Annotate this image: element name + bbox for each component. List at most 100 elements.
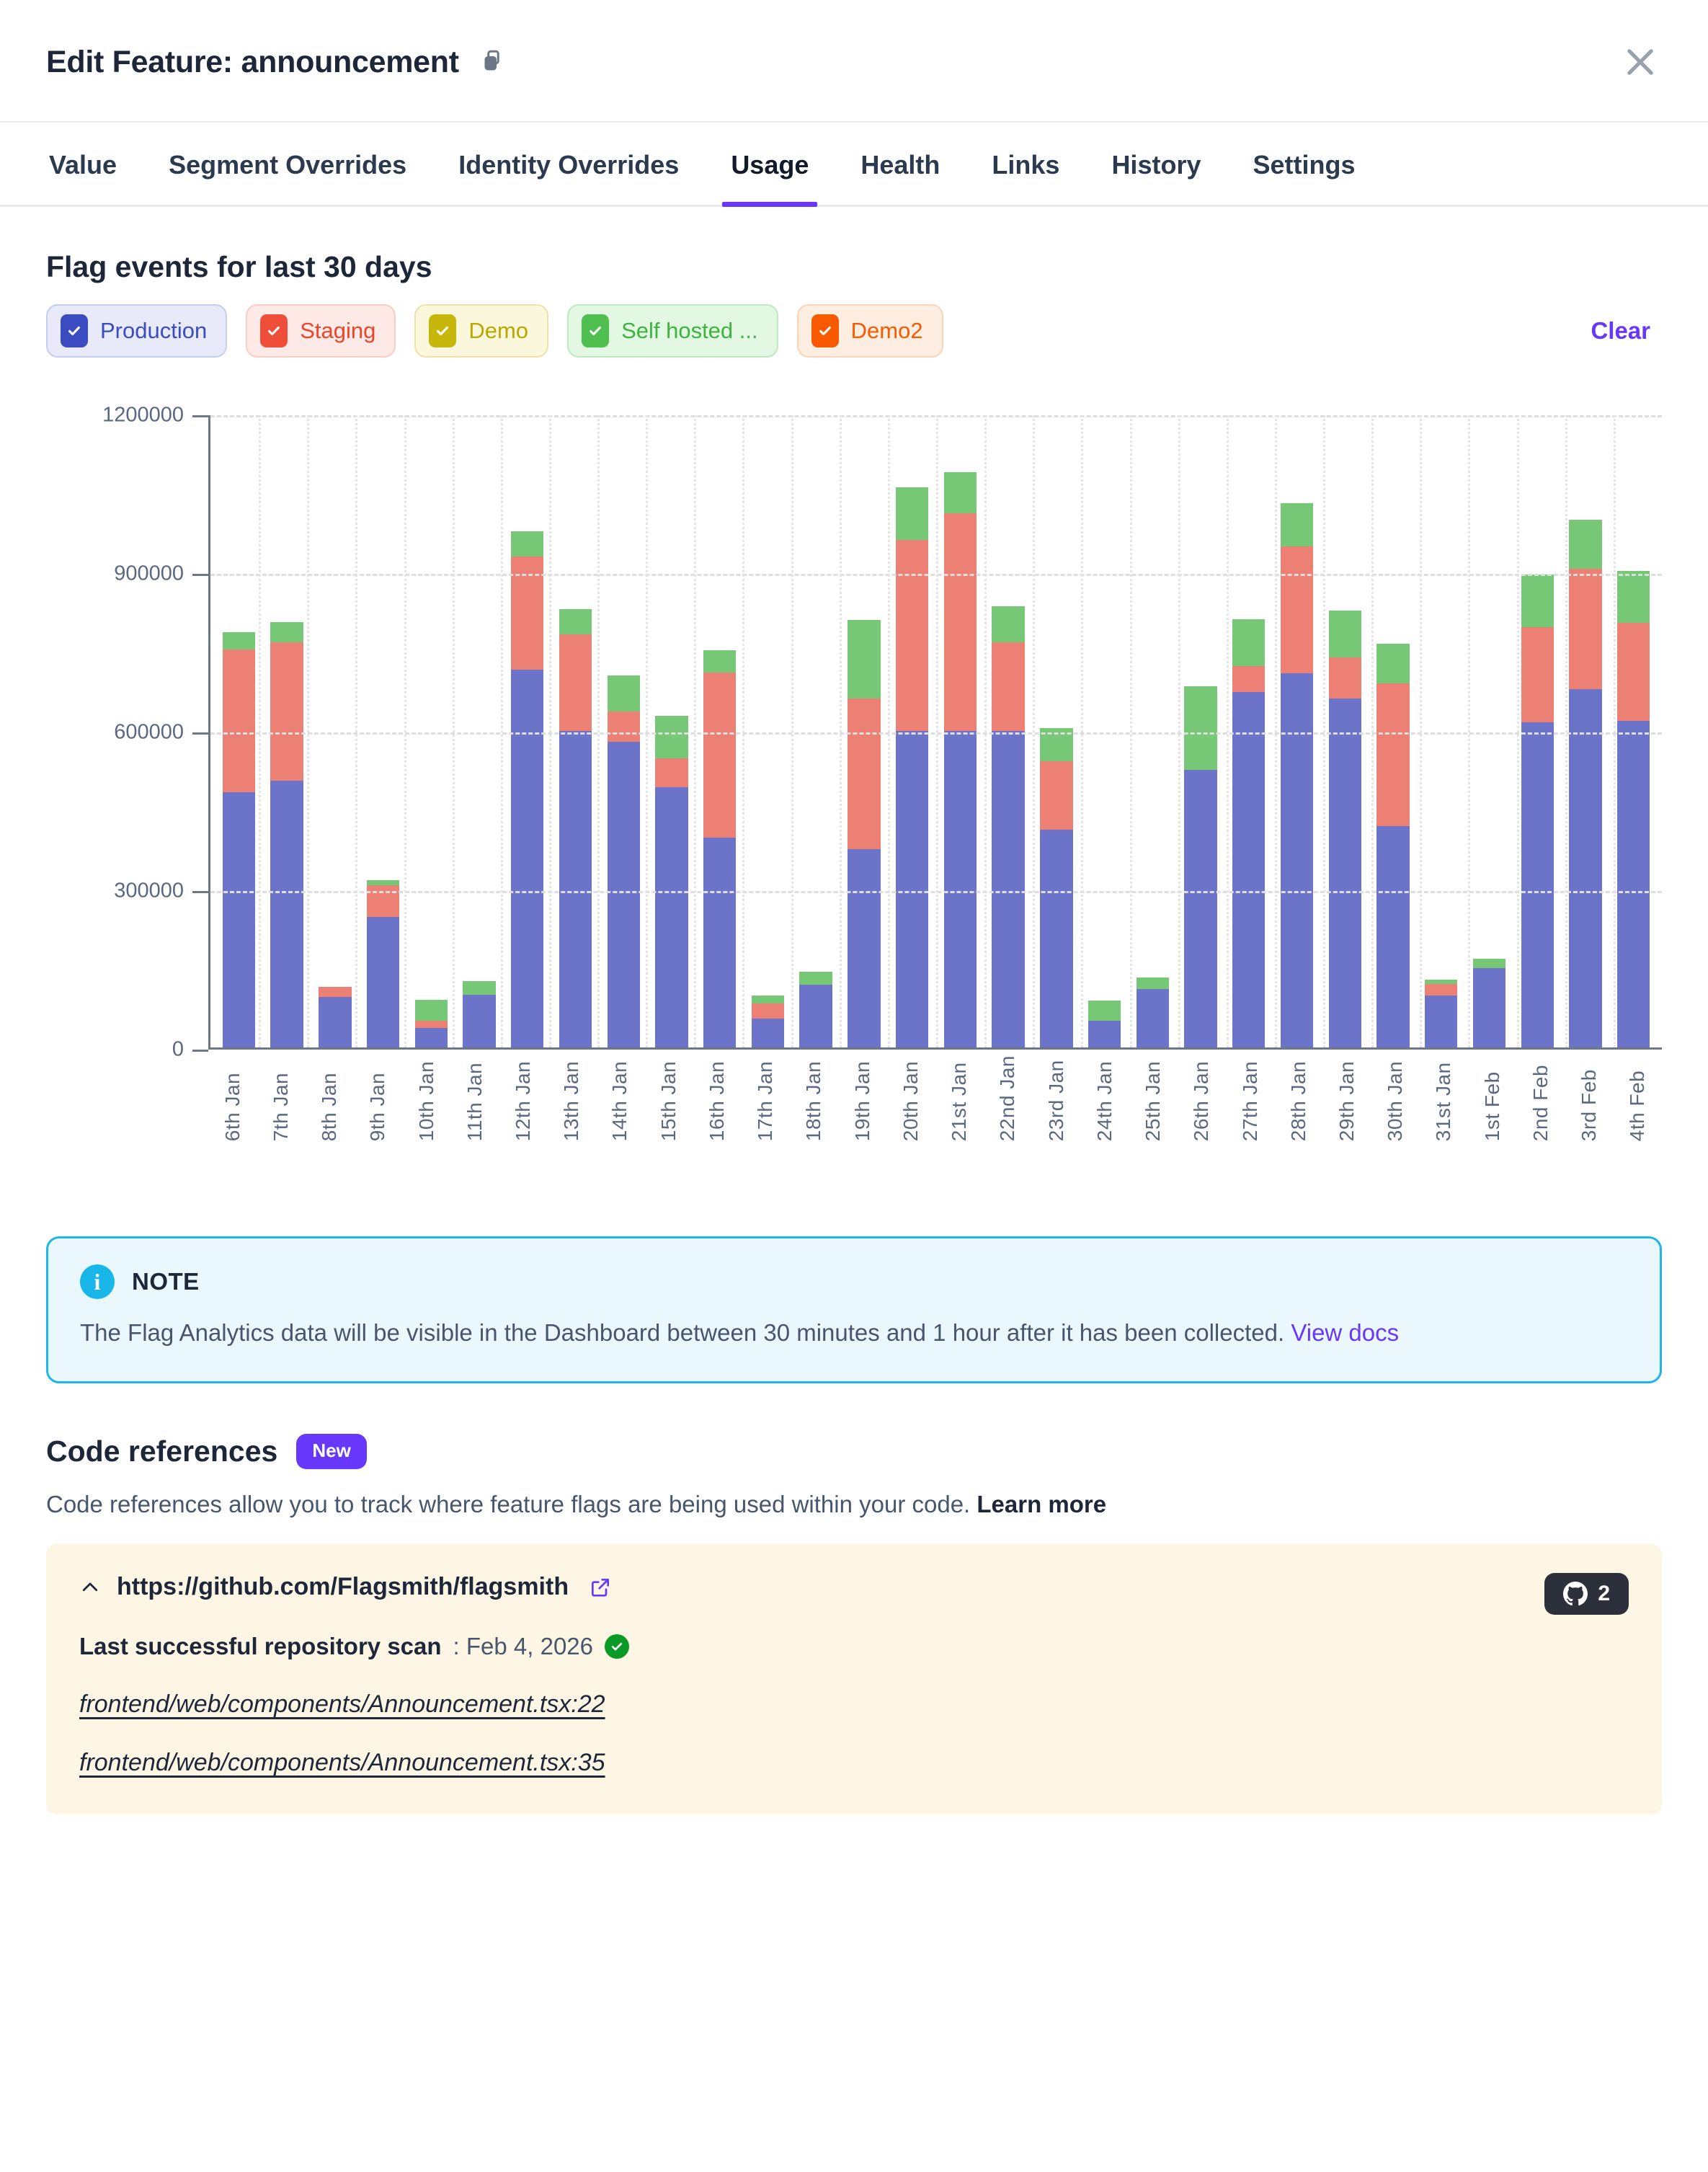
tab-identity-overrides[interactable]: Identity Overrides	[432, 123, 705, 205]
code-reference-link[interactable]: frontend/web/components/Announcement.tsx…	[79, 1749, 605, 1777]
bar-column[interactable]	[263, 415, 311, 1047]
stacked-bar[interactable]	[1136, 415, 1169, 1047]
bar-segment-self-hosted	[1616, 571, 1650, 624]
bar-column[interactable]	[792, 415, 840, 1047]
stacked-bar[interactable]	[1569, 415, 1602, 1047]
stacked-bar[interactable]	[1280, 415, 1314, 1047]
x-axis-label-cell: 19th Jan	[838, 1055, 886, 1141]
bar-column[interactable]	[215, 415, 263, 1047]
stacked-bar[interactable]	[895, 415, 929, 1047]
stacked-bar[interactable]	[703, 415, 737, 1047]
stacked-bar[interactable]	[751, 415, 785, 1047]
copy-icon[interactable]	[479, 48, 505, 77]
stacked-bar[interactable]	[1087, 415, 1121, 1047]
tab-health[interactable]: Health	[835, 123, 966, 205]
tab-history[interactable]: History	[1085, 123, 1227, 205]
stacked-bar[interactable]	[1376, 415, 1410, 1047]
bar-column[interactable]	[1417, 415, 1465, 1047]
stacked-bar[interactable]	[463, 415, 496, 1047]
checkbox-icon[interactable]	[582, 314, 610, 347]
stacked-bar[interactable]	[1425, 415, 1458, 1047]
stacked-bar[interactable]	[1184, 415, 1217, 1047]
x-axis-label-cell: 7th Jan	[257, 1055, 305, 1141]
stacked-bar[interactable]	[943, 415, 977, 1047]
learn-more-link[interactable]: Learn more	[977, 1491, 1107, 1518]
bar-column[interactable]	[840, 415, 889, 1047]
tab-links[interactable]: Links	[966, 123, 1085, 205]
stacked-bar[interactable]	[992, 415, 1025, 1047]
stacked-bar[interactable]	[799, 415, 832, 1047]
stacked-bar[interactable]	[1232, 415, 1266, 1047]
bar-column[interactable]	[1129, 415, 1177, 1047]
bar-column[interactable]	[600, 415, 648, 1047]
stacked-bar[interactable]	[414, 415, 448, 1047]
checkbox-icon[interactable]	[260, 314, 288, 347]
legend-chip-demo2[interactable]: Demo2	[796, 304, 943, 358]
bar-column[interactable]	[1609, 415, 1658, 1047]
bar-column[interactable]	[359, 415, 407, 1047]
x-axis-tick-label: 18th Jan	[802, 1060, 825, 1142]
bar-column[interactable]	[1321, 415, 1369, 1047]
close-button[interactable]	[1619, 40, 1662, 84]
checkbox-icon[interactable]	[61, 314, 88, 347]
bar-column[interactable]	[744, 415, 792, 1047]
tab-value[interactable]: Value	[49, 123, 143, 205]
stacked-bar[interactable]	[655, 415, 688, 1047]
legend-chip-staging[interactable]: Staging	[246, 304, 396, 358]
bar-column[interactable]	[407, 415, 455, 1047]
stacked-bar[interactable]	[848, 415, 881, 1047]
x-axis-tick-label: 13th Jan	[560, 1060, 583, 1142]
stacked-bar[interactable]	[607, 415, 640, 1047]
clear-link[interactable]: Clear	[1591, 317, 1650, 344]
bar-column[interactable]	[1562, 415, 1610, 1047]
x-axis-tick-label: 12th Jan	[512, 1060, 535, 1142]
bar-column[interactable]	[984, 415, 1033, 1047]
tab-settings[interactable]: Settings	[1227, 123, 1381, 205]
bar-column[interactable]	[1369, 415, 1418, 1047]
tab-segment-overrides[interactable]: Segment Overrides	[143, 123, 432, 205]
bar-column[interactable]	[551, 415, 600, 1047]
bar-column[interactable]	[1224, 415, 1273, 1047]
bar-column[interactable]	[311, 415, 359, 1047]
bar-column[interactable]	[695, 415, 744, 1047]
checkbox-icon[interactable]	[811, 314, 839, 347]
stacked-bar[interactable]	[1040, 415, 1073, 1047]
x-axis-tick-label: 19th Jan	[850, 1060, 873, 1142]
bar-column[interactable]	[503, 415, 551, 1047]
bar-column[interactable]	[1032, 415, 1080, 1047]
bar-column[interactable]	[888, 415, 936, 1047]
bar-column[interactable]	[1177, 415, 1225, 1047]
bar-segment-staging	[414, 1021, 448, 1028]
bar-column[interactable]	[1080, 415, 1129, 1047]
stacked-bar[interactable]	[222, 415, 256, 1047]
vertical-gridline	[355, 415, 358, 1047]
stacked-bar[interactable]	[559, 415, 592, 1047]
bar-column[interactable]	[455, 415, 504, 1047]
tab-usage[interactable]: Usage	[705, 123, 835, 207]
bar-column[interactable]	[936, 415, 984, 1047]
stacked-bar[interactable]	[319, 415, 352, 1047]
bar-segment-self-hosted	[270, 621, 303, 642]
bar-column[interactable]	[1513, 415, 1562, 1047]
chevron-up-icon[interactable]	[79, 1577, 101, 1598]
stacked-bar[interactable]	[511, 415, 544, 1047]
stacked-bar[interactable]	[1472, 415, 1506, 1047]
bar-segment-staging	[751, 1003, 785, 1019]
legend-chip-production[interactable]: Production	[46, 304, 228, 358]
view-docs-link[interactable]: View docs	[1291, 1319, 1400, 1347]
stacked-bar[interactable]	[366, 415, 400, 1047]
stacked-bar[interactable]	[1328, 415, 1361, 1047]
repository-url[interactable]: https://github.com/Flagsmith/flagsmith	[117, 1573, 569, 1601]
bar-column[interactable]	[1273, 415, 1321, 1047]
legend-chip-self-hosted[interactable]: Self hosted ...	[567, 304, 778, 358]
stacked-bar[interactable]	[1521, 415, 1554, 1047]
checkbox-icon[interactable]	[429, 314, 457, 347]
stacked-bar[interactable]	[1616, 415, 1650, 1047]
bar-column[interactable]	[1465, 415, 1513, 1047]
bar-segment-production	[1425, 996, 1458, 1047]
legend-chip-demo[interactable]: Demo	[414, 304, 549, 358]
bar-column[interactable]	[648, 415, 696, 1047]
code-reference-link[interactable]: frontend/web/components/Announcement.tsx…	[79, 1690, 605, 1719]
external-link-icon[interactable]	[589, 1576, 612, 1599]
stacked-bar[interactable]	[270, 415, 303, 1047]
